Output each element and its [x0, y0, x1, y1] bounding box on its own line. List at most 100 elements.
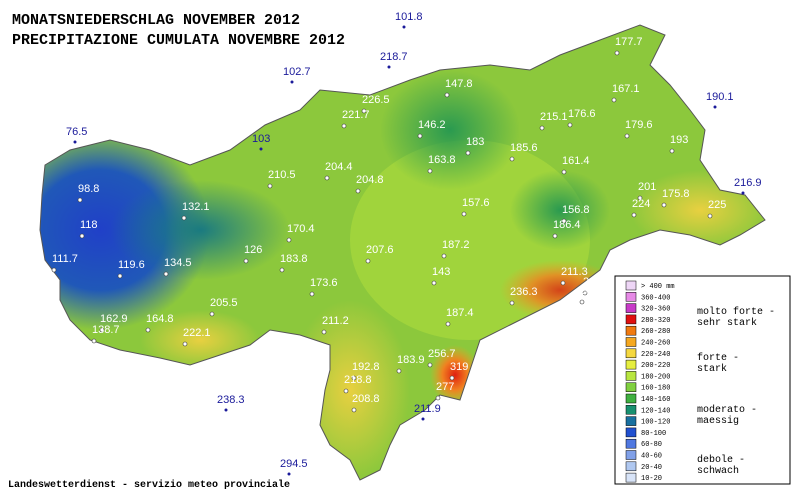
station-value: 211.2: [322, 315, 349, 327]
station-dot: [182, 341, 188, 347]
station-dot: [421, 417, 425, 421]
station-dot: [552, 233, 558, 239]
station-value: 238.3: [217, 394, 245, 406]
station-dot: [509, 300, 515, 306]
legend-label: 160-180: [641, 385, 670, 393]
station-dot: [509, 156, 515, 162]
station-dot: [267, 183, 273, 189]
station-value: 192.8: [352, 361, 380, 373]
station-value: 186.4: [553, 219, 581, 231]
station-value: 173.6: [310, 277, 338, 289]
legend-label: > 400 mm: [641, 283, 675, 291]
station-dot: [343, 388, 349, 394]
station-value: 157.6: [462, 197, 490, 209]
station-value: 134.5: [164, 257, 192, 269]
station-dot: [661, 202, 667, 208]
legend-category: maessig: [697, 415, 739, 427]
legend-label: 40-60: [641, 453, 662, 461]
station-value: 147.8: [445, 78, 473, 90]
station-value: 185.6: [510, 142, 538, 154]
legend-category: debole -: [697, 454, 745, 466]
station-dot: [444, 92, 450, 98]
station-dot: [741, 191, 745, 195]
station-value: 170.4: [287, 223, 315, 235]
station-value: 294.5: [280, 458, 308, 470]
station-dot: [243, 258, 249, 264]
station-dot: [99, 327, 105, 333]
legend-category: moderato -: [697, 404, 757, 416]
station-value: 118: [80, 219, 98, 231]
station-dot: [341, 123, 347, 129]
legend-swatch: [625, 280, 637, 291]
station-value: 187.4: [446, 307, 474, 319]
station-dot: [91, 338, 97, 344]
station-value: 208.8: [352, 393, 380, 405]
station-dot: [286, 237, 292, 243]
station-value: 126: [244, 244, 262, 256]
station-value: 183: [466, 136, 484, 148]
footer-box: [4, 476, 334, 490]
station-dot: [669, 148, 675, 154]
station-dot: [73, 140, 77, 144]
station-dot: [417, 133, 423, 139]
station-value: 224: [632, 198, 650, 210]
station-dot: [431, 280, 437, 286]
legend-category: stark: [697, 363, 727, 375]
station-value: 162.9: [100, 313, 128, 325]
station-value: 211.9: [414, 403, 441, 415]
station-value: 102.7: [283, 66, 311, 78]
legend-swatch: [625, 416, 637, 426]
station-value: 218.7: [380, 51, 408, 63]
station-value: 176.6: [568, 108, 596, 120]
legend-swatch: [625, 472, 637, 483]
station-dot: [402, 25, 406, 29]
station-dot: [567, 122, 573, 128]
station-dot: [287, 472, 291, 476]
station-value: 98.8: [78, 183, 99, 195]
station-value: 163.8: [428, 154, 456, 166]
station-dot: [163, 271, 169, 277]
station-value: 183.8: [280, 253, 308, 265]
station-dot: [387, 65, 391, 69]
legend-swatch: [625, 438, 637, 449]
station-dot: [290, 80, 294, 84]
station-dot: [181, 215, 187, 221]
station-dot: [355, 188, 361, 194]
station-dot: [259, 147, 263, 151]
station-value: 222.1: [183, 327, 211, 339]
legend-label: 240-260: [641, 340, 670, 348]
station-dot: [351, 407, 357, 413]
legend-swatch: [625, 325, 637, 336]
station-value: 76.5: [66, 126, 87, 138]
legend-label: 60-80: [641, 441, 662, 449]
station-value: 277: [436, 381, 454, 393]
station-dot: [461, 211, 467, 217]
legend-label: 20-40: [641, 464, 662, 472]
station-dot: [324, 175, 330, 181]
station-dot: [309, 291, 315, 297]
station-value: 210.5: [268, 169, 296, 181]
legend-label: 180-200: [641, 373, 670, 381]
legend-label: 260-280: [641, 328, 670, 336]
station-value: 236.3: [510, 286, 538, 298]
title: PRECIPITAZIONE CUMULATA NOVEMBRE 2012: [12, 32, 345, 49]
legend-label: 120-140: [641, 407, 670, 415]
legend-label: 220-240: [641, 351, 670, 359]
station-value: 101.8: [395, 11, 423, 23]
station-dot: [117, 273, 123, 279]
legend-swatch: [625, 292, 637, 302]
legend-swatch: [625, 382, 637, 392]
station-dot: [539, 125, 545, 131]
station-dot: [427, 168, 433, 174]
station-value: 319: [450, 361, 468, 373]
station-dot: [560, 280, 566, 286]
station-dot: [224, 408, 228, 412]
station-value: 225: [708, 199, 726, 211]
station-dot: [611, 97, 617, 103]
station-dot: [445, 321, 451, 327]
station-value: 119.6: [118, 259, 145, 271]
station-dot: [321, 329, 327, 335]
legend-label: 80-100: [641, 430, 666, 438]
station-dot: [209, 311, 215, 317]
station-value: 132.1: [182, 201, 210, 213]
